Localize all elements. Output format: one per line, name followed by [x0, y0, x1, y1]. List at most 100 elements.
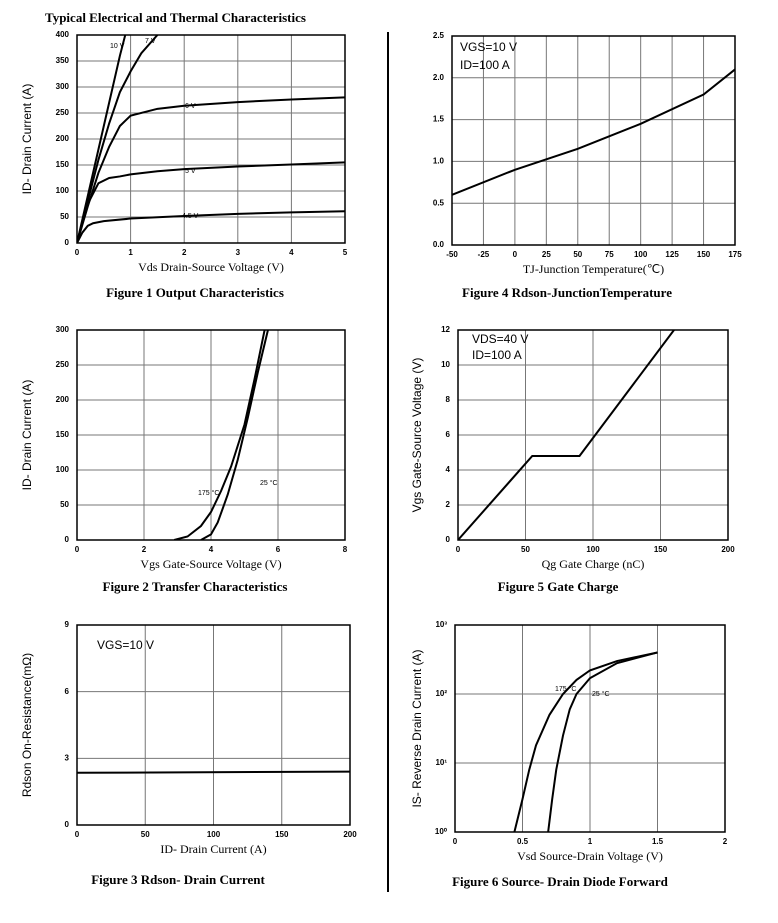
x-tick-label: 125 [665, 250, 679, 259]
y-tick-label: 1.5 [433, 115, 445, 124]
x-tick-label: 200 [721, 545, 735, 554]
y-axis-label: IS- Reverse Drain Current (A) [410, 649, 424, 807]
x-tick-label: 100 [586, 545, 600, 554]
y-axis-label: ID- Drain Current (A) [20, 380, 34, 491]
plot-frame [76, 624, 351, 826]
y-tick-label: 6 [446, 430, 451, 439]
x-tick-label: 50 [141, 830, 150, 839]
annotation: ID=100 A [460, 58, 510, 72]
plot-frame [451, 35, 736, 246]
x-tick-label: 75 [605, 250, 614, 259]
y-axis-label: Vgs Gate-Source Voltage (V) [410, 358, 424, 513]
y-tick-label: 2.0 [433, 73, 445, 82]
y-tick-label: 100 [56, 465, 70, 474]
plot-frame [457, 329, 729, 541]
x-tick-label: 0 [456, 545, 461, 554]
data-line [458, 330, 675, 540]
y-tick-label: 0 [65, 238, 70, 247]
page-heading: Typical Electrical and Thermal Character… [45, 10, 306, 25]
y-tick-label: 10¹ [435, 758, 447, 767]
plot-frame [76, 329, 346, 541]
x-tick-label: 6 [276, 545, 281, 554]
x-axis-label: Vds Drain-Source Voltage (V) [138, 260, 284, 274]
y-tick-label: 200 [56, 134, 70, 143]
y-tick-label: 350 [56, 56, 70, 65]
y-tick-label: 4 [446, 465, 451, 474]
x-tick-label: 4 [209, 545, 214, 554]
x-tick-label: 0 [75, 830, 80, 839]
data-line [513, 651, 658, 832]
y-axis-label: ID- Drain Current (A) [20, 84, 34, 195]
y-tick-label: 2 [446, 500, 451, 509]
x-axis-label: ID- Drain Current (A) [160, 842, 266, 856]
y-tick-label: 300 [56, 325, 70, 334]
x-tick-label: -50 [446, 250, 458, 259]
annotation: VGS=10 V [97, 638, 154, 652]
data-line [77, 96, 345, 243]
data-line [77, 770, 350, 774]
x-tick-label: 4 [289, 248, 294, 257]
x-axis-label: Qg Gate Charge (nC) [542, 557, 645, 571]
x-tick-label: 150 [275, 830, 289, 839]
x-tick-label: 0 [75, 248, 80, 257]
data-line [452, 68, 735, 196]
y-tick-label: 12 [441, 325, 450, 334]
x-axis-label: Vsd Source-Drain Voltage (V) [517, 849, 663, 863]
series-label: 4.5 V [182, 213, 199, 220]
y-tick-label: 10² [435, 689, 447, 698]
x-axis-label: TJ-Junction Temperature(℃) [523, 262, 664, 276]
y-tick-label: 250 [56, 108, 70, 117]
y-axis-label: Rdson On-Resistance(mΩ) [20, 653, 34, 797]
figure-caption: Figure 6 Source- Drain Diode Forward [452, 874, 669, 889]
x-tick-label: 0 [513, 250, 518, 259]
data-line [200, 330, 269, 540]
y-tick-label: 150 [56, 160, 70, 169]
y-tick-label: 9 [65, 620, 70, 629]
x-tick-label: 0 [75, 545, 80, 554]
y-tick-label: 0 [65, 820, 70, 829]
figure-caption: Figure 5 Gate Charge [498, 579, 619, 594]
series-label: 7 V [145, 38, 156, 45]
y-tick-label: 10³ [435, 620, 447, 629]
x-tick-label: 100 [634, 250, 648, 259]
y-tick-label: 3 [65, 753, 70, 762]
plot-area [451, 35, 736, 246]
series-label: 25 °C [260, 479, 278, 487]
x-tick-label: 175 [728, 250, 742, 259]
plot-frame [454, 624, 726, 833]
y-tick-label: 50 [60, 500, 69, 509]
series-label: 10 V [110, 43, 125, 50]
x-tick-label: 0 [453, 837, 458, 846]
x-tick-label: 2 [142, 545, 147, 554]
x-tick-label: 25 [542, 250, 551, 259]
y-tick-label: 0.5 [433, 198, 445, 207]
y-tick-label: 50 [60, 212, 69, 221]
annotation: VDS=40 V [472, 332, 528, 346]
series-label: 6 V [185, 103, 196, 110]
x-tick-label: 3 [236, 248, 241, 257]
y-tick-label: 150 [56, 430, 70, 439]
x-axis-label: Vgs Gate-Source Voltage (V) [140, 557, 281, 571]
x-tick-label: 1.5 [652, 837, 664, 846]
series-label: 175 °C [198, 489, 219, 497]
annotation: VGS=10 V [460, 40, 517, 54]
x-tick-label: 150 [697, 250, 711, 259]
series-label: 25 °C [592, 690, 610, 698]
data-line [77, 161, 345, 243]
y-tick-label: 0.0 [433, 240, 445, 249]
y-tick-label: 100 [56, 186, 70, 195]
figure-caption: Figure 3 Rdson- Drain Current [91, 872, 265, 887]
x-tick-label: 50 [521, 545, 530, 554]
x-tick-label: 1 [588, 837, 593, 846]
data-line [77, 210, 345, 243]
plot-frame [76, 34, 346, 244]
y-tick-label: 2.5 [433, 31, 445, 40]
data-line [77, 35, 127, 243]
x-tick-label: 50 [573, 250, 582, 259]
x-tick-label: 1 [128, 248, 133, 257]
data-line [547, 651, 658, 832]
x-tick-label: 150 [654, 545, 668, 554]
y-tick-label: 10⁰ [435, 827, 448, 836]
x-tick-label: 100 [207, 830, 221, 839]
